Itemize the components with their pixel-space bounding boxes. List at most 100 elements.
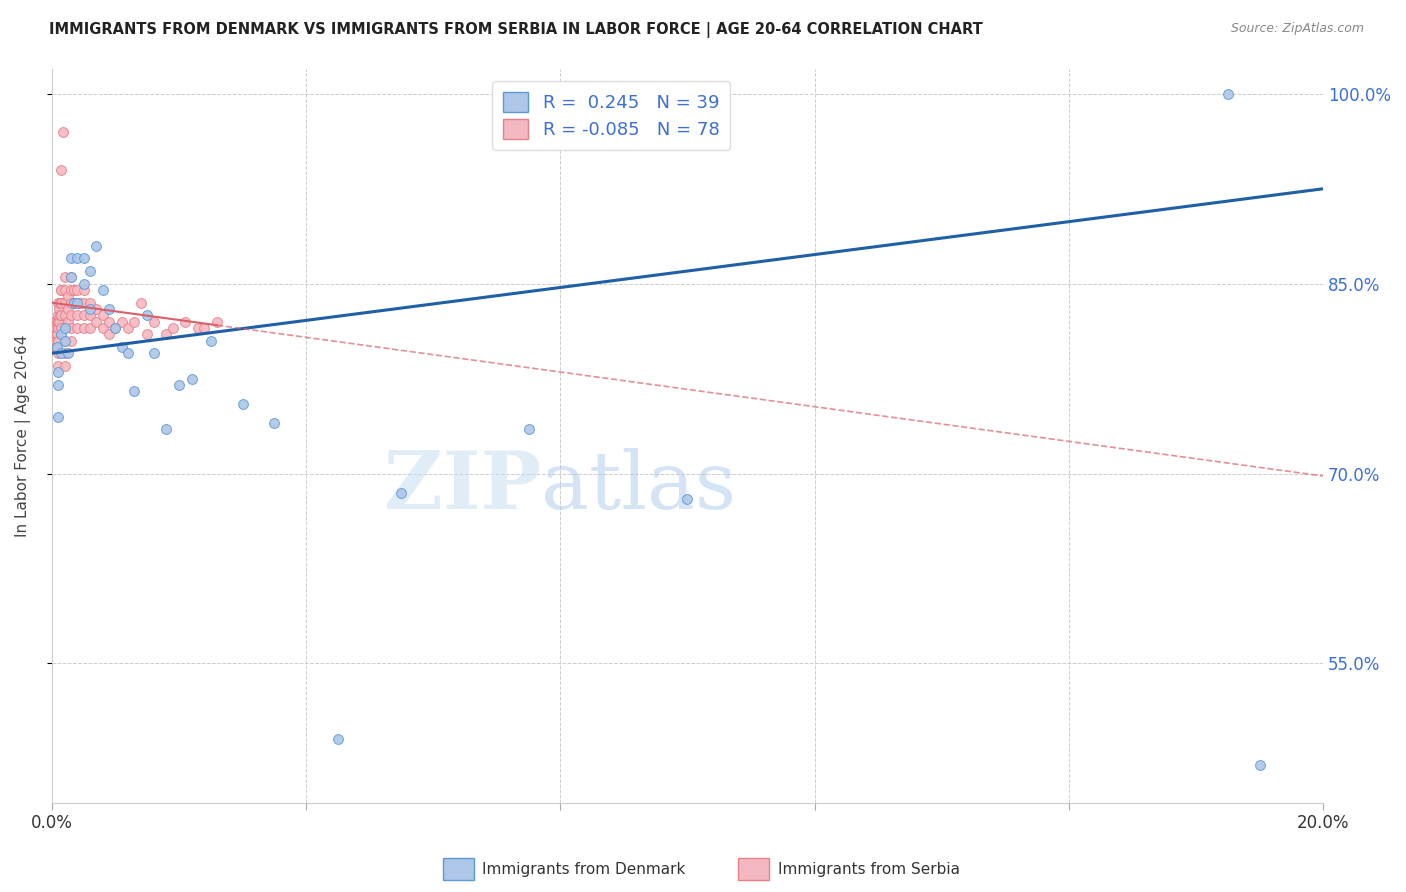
Point	[46, 321, 69, 335]
Point	[136, 308, 159, 322]
Point	[79, 301, 101, 316]
Point	[155, 422, 177, 436]
Point	[56, 315, 79, 329]
Point	[86, 315, 108, 329]
Point	[45, 334, 67, 348]
Point	[72, 277, 94, 291]
Text: Immigrants from Serbia: Immigrants from Serbia	[778, 863, 959, 877]
Point	[391, 485, 413, 500]
Point	[49, 295, 72, 310]
Point	[117, 321, 139, 335]
Point	[66, 308, 89, 322]
Point	[200, 334, 222, 348]
Point	[44, 315, 66, 329]
Point	[45, 321, 67, 335]
Point	[676, 491, 699, 506]
Point	[53, 270, 76, 285]
Point	[51, 346, 73, 360]
Point	[205, 315, 228, 329]
Point	[56, 301, 79, 316]
Text: IMMIGRANTS FROM DENMARK VS IMMIGRANTS FROM SERBIA IN LABOR FORCE | AGE 20-64 COR: IMMIGRANTS FROM DENMARK VS IMMIGRANTS FR…	[49, 22, 983, 38]
Point	[124, 384, 146, 399]
Text: Source: ZipAtlas.com: Source: ZipAtlas.com	[1230, 22, 1364, 36]
Point	[52, 125, 75, 139]
Point	[49, 162, 72, 177]
Point	[180, 371, 202, 385]
Point	[53, 359, 76, 373]
Point	[155, 327, 177, 342]
Point	[59, 308, 82, 322]
Point	[79, 264, 101, 278]
Point	[98, 315, 121, 329]
Point	[59, 321, 82, 335]
Point	[63, 283, 86, 297]
Point	[46, 334, 69, 348]
Point	[59, 283, 82, 297]
Point	[46, 334, 69, 348]
Point	[53, 334, 76, 348]
Point	[42, 315, 65, 329]
Point	[1249, 757, 1271, 772]
Point	[111, 315, 134, 329]
Point	[79, 295, 101, 310]
Point	[51, 308, 73, 322]
Point	[48, 315, 70, 329]
Point	[46, 378, 69, 392]
Point	[104, 321, 127, 335]
Point	[45, 327, 67, 342]
Point	[231, 397, 253, 411]
Text: atlas: atlas	[541, 448, 737, 526]
Point	[91, 321, 114, 335]
Point	[45, 327, 67, 342]
Point	[263, 416, 285, 430]
Point	[46, 409, 69, 424]
Point	[53, 283, 76, 297]
Point	[59, 295, 82, 310]
Point	[49, 308, 72, 322]
Point	[187, 321, 209, 335]
Point	[48, 301, 70, 316]
Point	[91, 283, 114, 297]
Point	[45, 315, 67, 329]
Point	[46, 295, 69, 310]
Point	[44, 327, 66, 342]
Point	[51, 321, 73, 335]
Point	[193, 321, 215, 335]
Y-axis label: In Labor Force | Age 20-64: In Labor Force | Age 20-64	[15, 334, 31, 537]
Point	[142, 315, 165, 329]
Point	[49, 295, 72, 310]
Point	[79, 308, 101, 322]
Point	[72, 308, 94, 322]
Point	[51, 327, 73, 342]
Text: ZIP: ZIP	[384, 448, 541, 526]
Point	[124, 315, 146, 329]
Point	[517, 422, 540, 436]
Point	[167, 378, 190, 392]
Point	[46, 359, 69, 373]
Point	[53, 321, 76, 335]
Legend: R =  0.245   N = 39, R = -0.085   N = 78: R = 0.245 N = 39, R = -0.085 N = 78	[492, 81, 730, 150]
Point	[53, 346, 76, 360]
Point	[98, 301, 121, 316]
Point	[46, 365, 69, 379]
Point	[98, 327, 121, 342]
Point	[162, 321, 184, 335]
Point	[51, 295, 73, 310]
Point	[136, 327, 159, 342]
Point	[49, 283, 72, 297]
Point	[72, 252, 94, 266]
Point	[86, 238, 108, 252]
Point	[72, 321, 94, 335]
Point	[66, 295, 89, 310]
Point	[174, 315, 197, 329]
Point	[56, 289, 79, 303]
Point	[66, 295, 89, 310]
Point	[111, 340, 134, 354]
Point	[53, 321, 76, 335]
Point	[326, 732, 349, 747]
Point	[129, 295, 152, 310]
Point	[1216, 87, 1239, 101]
Point	[72, 283, 94, 297]
Point	[72, 295, 94, 310]
Point	[51, 283, 73, 297]
